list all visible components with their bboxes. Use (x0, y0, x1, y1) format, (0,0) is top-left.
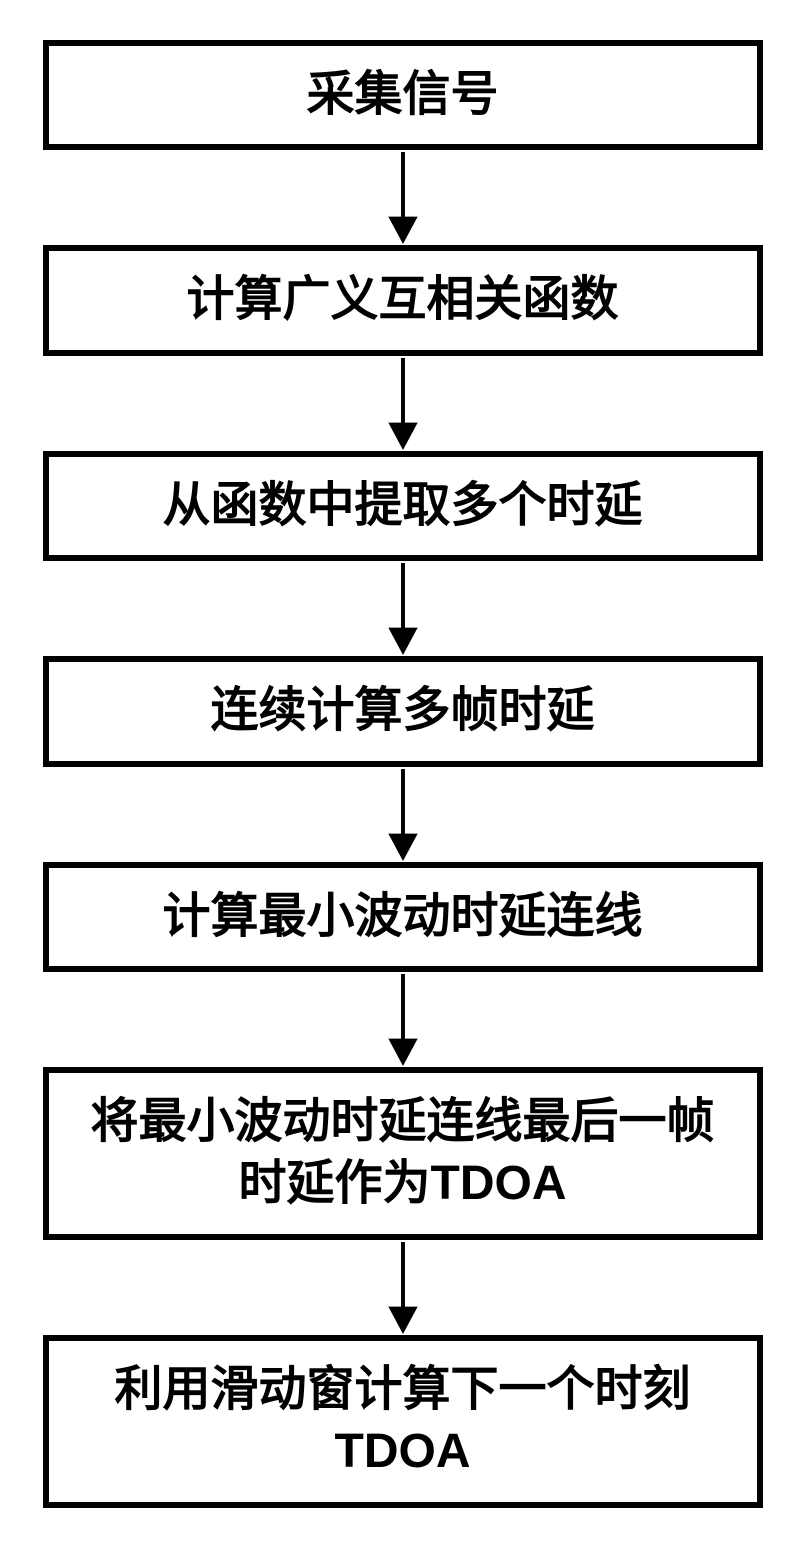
flow-arrow-1-2 (383, 150, 423, 245)
flow-arrow-4-5 (383, 767, 423, 862)
flowchart-container: 采集信号 计算广义互相关函数 从函数中提取多个时延 连续计算多帧时延 (43, 40, 763, 1508)
flow-node-1: 采集信号 (43, 40, 763, 150)
flow-node-3: 从函数中提取多个时延 (43, 451, 763, 561)
flow-arrow-6-7 (383, 1240, 423, 1335)
flow-node-7-label: 利用滑动窗计算下一个时刻TDOA (69, 1359, 737, 1484)
flow-node-1-label: 采集信号 (306, 64, 498, 126)
flow-node-7: 利用滑动窗计算下一个时刻TDOA (43, 1335, 763, 1508)
flow-node-6-label: 将最小波动时延连线最后一帧时延作为TDOA (69, 1091, 737, 1216)
flow-node-5: 计算最小波动时延连线 (43, 862, 763, 972)
flow-node-5-label: 计算最小波动时延连线 (162, 886, 642, 948)
flow-arrow-2-3 (383, 356, 423, 451)
flow-node-2: 计算广义互相关函数 (43, 245, 763, 355)
flow-node-3-label: 从函数中提取多个时延 (162, 475, 642, 537)
flow-node-2-label: 计算广义互相关函数 (186, 269, 618, 331)
flow-node-6: 将最小波动时延连线最后一帧时延作为TDOA (43, 1067, 763, 1240)
flow-arrow-3-4 (383, 561, 423, 656)
flow-node-4: 连续计算多帧时延 (43, 656, 763, 766)
flow-arrow-5-6 (383, 972, 423, 1067)
flow-node-4-label: 连续计算多帧时延 (210, 680, 594, 742)
